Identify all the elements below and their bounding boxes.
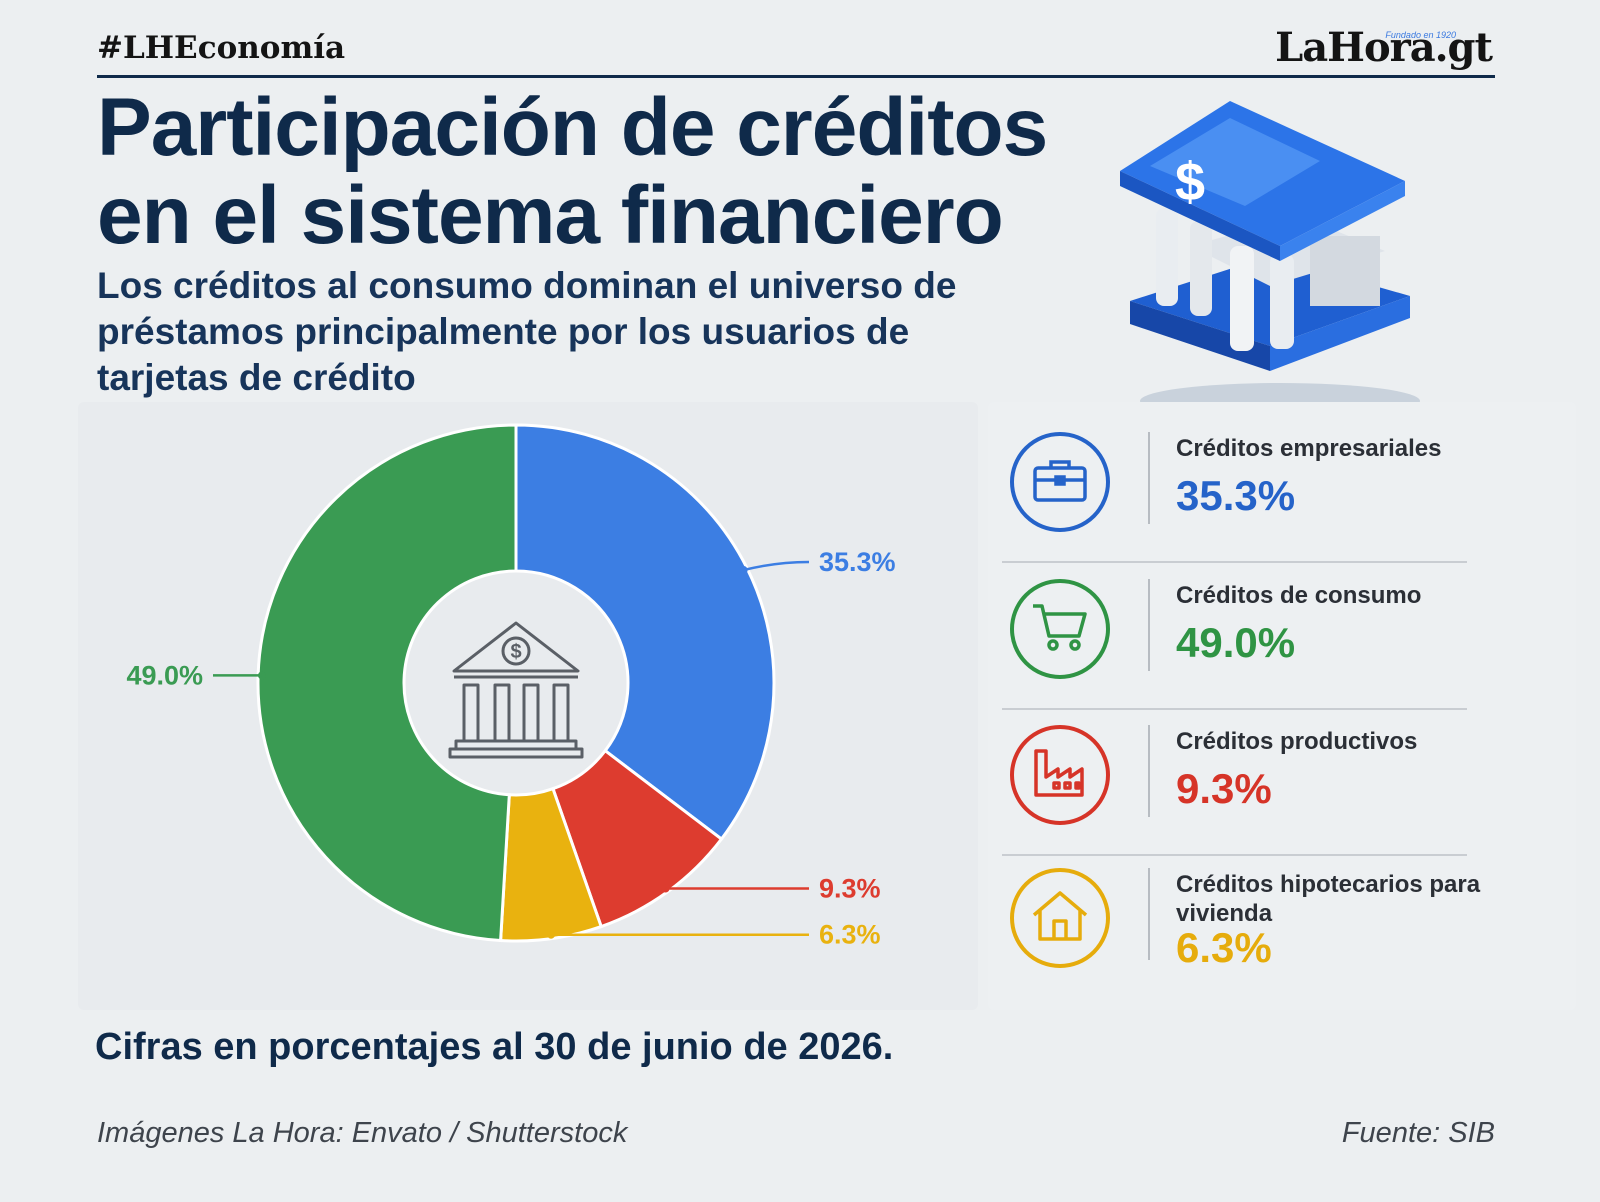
factory-icon [1032, 747, 1088, 804]
legend-item-1: Créditos empresariales 35.3% [1002, 422, 1502, 552]
donut-slice-1 [514, 423, 776, 842]
legend-icon-ring [1010, 725, 1110, 825]
legend-divider [1148, 725, 1150, 817]
legend-icon-ring [1010, 432, 1110, 532]
page-subtitle: Los créditos al consumo dominan el unive… [97, 265, 957, 398]
hashtag: #LHEconomía [97, 30, 346, 66]
house-icon [1030, 889, 1090, 948]
legend-separator [1002, 854, 1467, 856]
legend-label: Créditos productivos [1176, 728, 1418, 755]
legend-icon-ring [1010, 868, 1110, 968]
data-label-4: 49.0% [126, 660, 203, 690]
legend-label: Créditos hipotecarios para vivienda [1176, 871, 1481, 927]
legend-separator [1002, 561, 1467, 563]
data-label-1: 35.3% [819, 547, 896, 577]
legend-item-2: Créditos de consumo 49.0% [1002, 569, 1502, 699]
legend-divider [1148, 432, 1150, 524]
bank-illustration-icon: $ [1120, 101, 1420, 419]
legend-value: 6.3% [1176, 924, 1272, 971]
legend-value: 35.3% [1176, 472, 1296, 519]
bank-icon [448, 621, 584, 759]
donut-slice-4 [256, 423, 518, 943]
legend-divider [1148, 868, 1150, 960]
header-divider [97, 75, 1495, 78]
legend-label: Créditos empresariales [1176, 435, 1442, 462]
legend-label: Créditos de consumo [1176, 582, 1422, 609]
brand-logo: LaHora.gt [1275, 24, 1493, 71]
leader-line-1 [743, 560, 810, 572]
footnote: Cifras en porcentajes al 30 de junio de … [95, 1026, 894, 1068]
page-title: Participación de créditos en el sistema … [97, 82, 1048, 261]
svg-text:$: $ [1175, 152, 1205, 212]
data-label-2: 9.3% [819, 874, 881, 904]
legend-divider [1148, 579, 1150, 671]
briefcase-icon [1032, 456, 1088, 509]
legend-item-3: Créditos productivos 9.3% [1002, 715, 1502, 845]
legend-separator [1002, 708, 1467, 710]
legend-value: 49.0% [1176, 619, 1296, 666]
image-credits: Imágenes La Hora: Envato / Shutterstock [97, 1117, 628, 1149]
data-label-3: 6.3% [819, 920, 881, 950]
shopping-cart-icon [1031, 602, 1089, 657]
donut-chart: 35.3% 9.3% 6.3% 49.0% $ [126, 423, 896, 950]
legend-item-4: Créditos hipotecarios para vivienda 6.3% [1002, 858, 1502, 988]
logo-tagline: Fundado en 1920 [1385, 30, 1456, 40]
dollar-icon: $ [510, 641, 521, 663]
legend-value: 9.3% [1176, 765, 1272, 812]
legend-icon-ring [1010, 579, 1110, 679]
data-source: Fuente: SIB [1341, 1117, 1495, 1149]
